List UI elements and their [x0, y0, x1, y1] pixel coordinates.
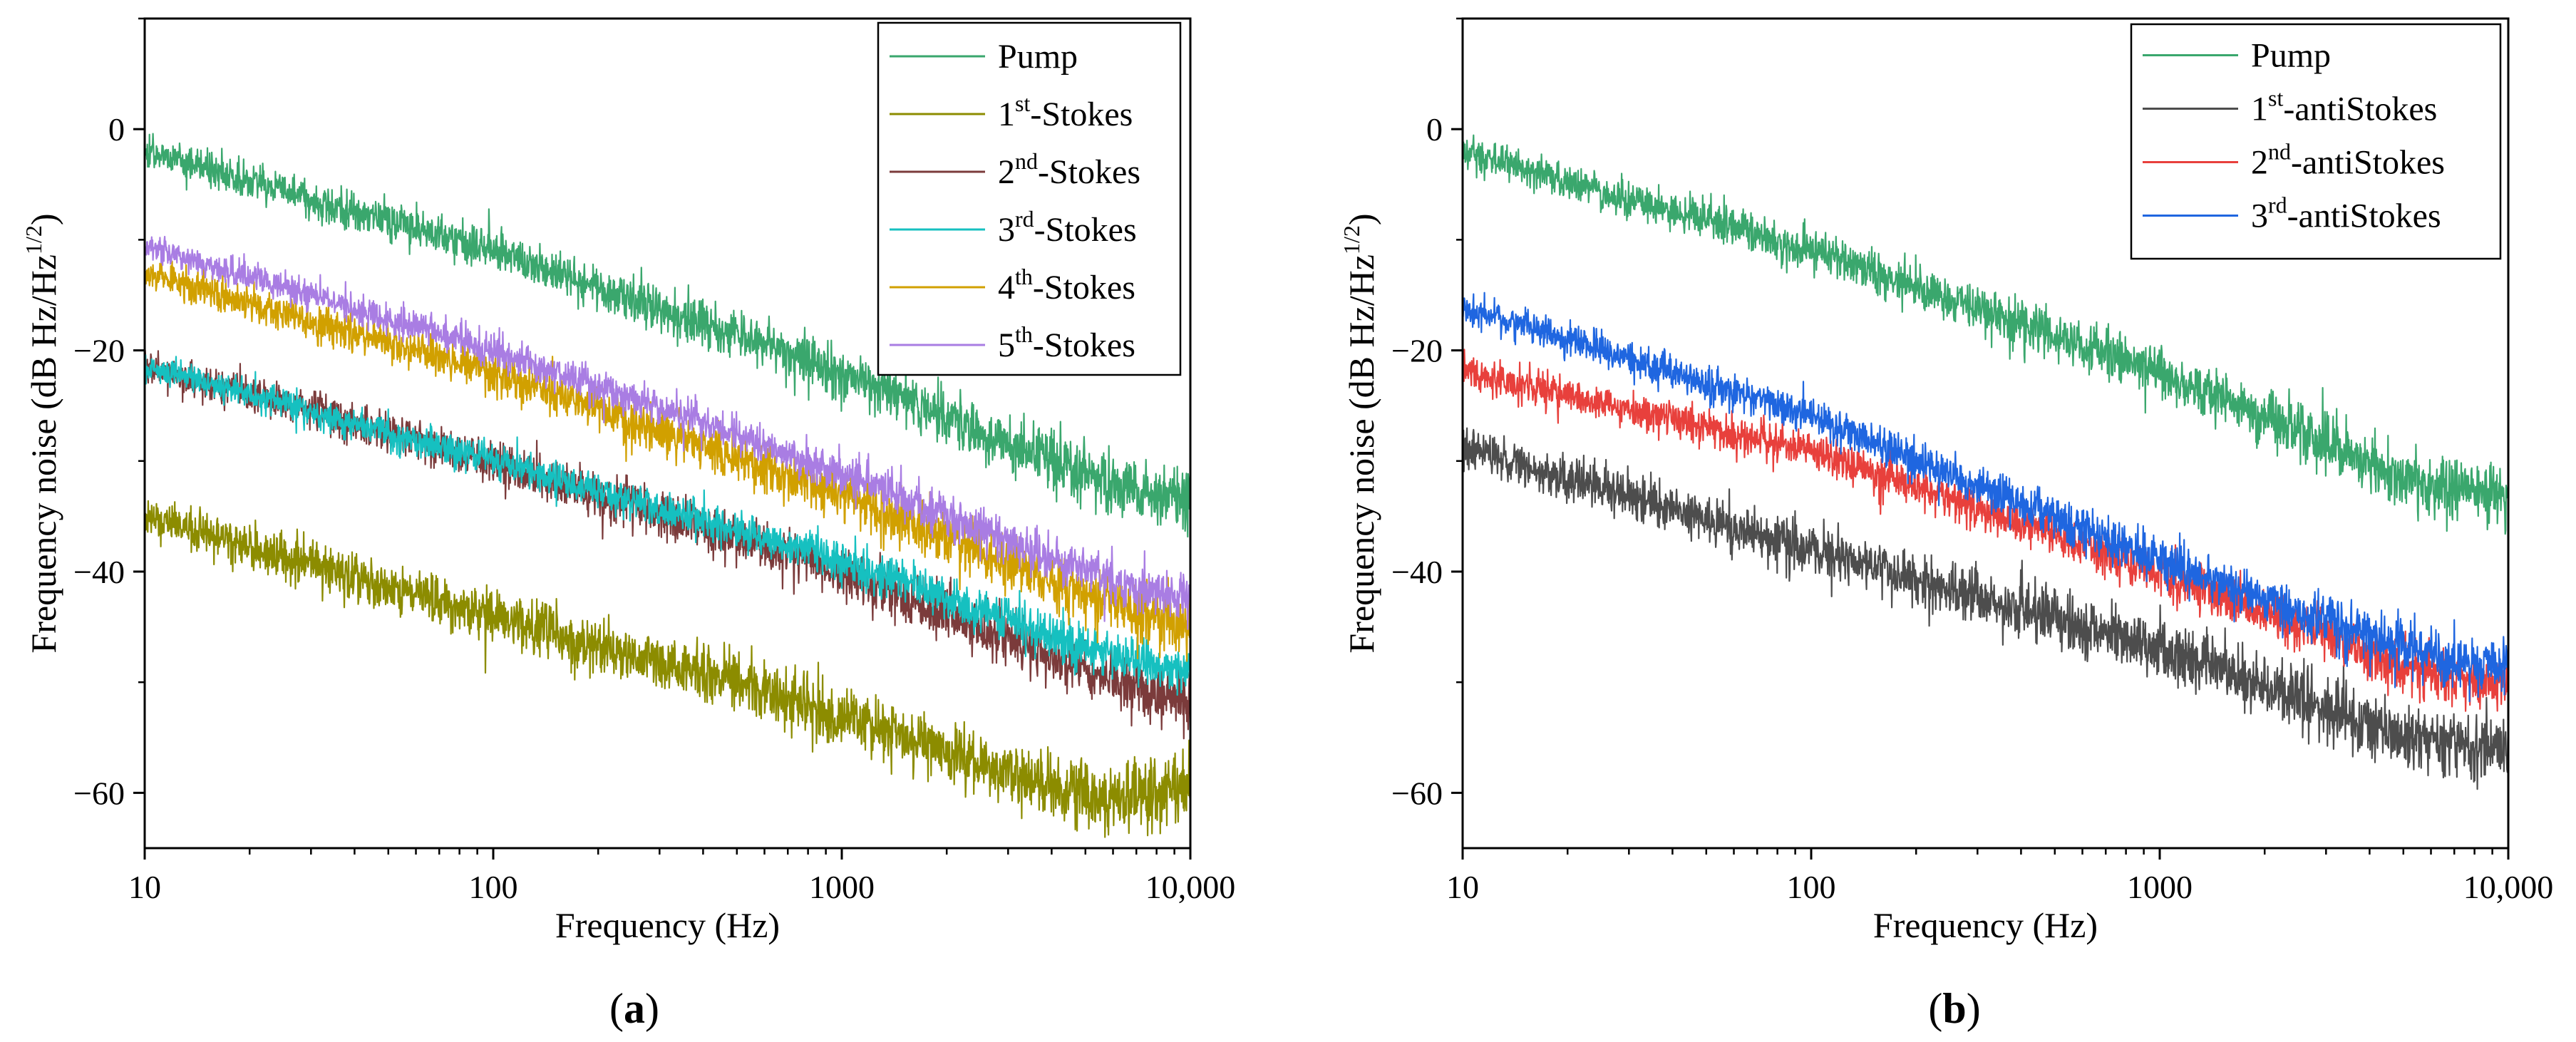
x-axis-title: Frequency (Hz) — [1873, 905, 2098, 945]
series-line-3rd-antistokes — [1463, 292, 2508, 703]
series-group — [1463, 134, 2508, 790]
y-axis-title: Frequency noise (dB Hz/Hz1/2) — [21, 213, 63, 653]
x-tick-label: 100 — [1787, 869, 1836, 905]
series-line-pump — [145, 124, 1190, 538]
legend-box — [877, 21, 1182, 376]
y-tick-label: 0 — [108, 111, 125, 148]
series-group — [145, 124, 1190, 838]
y-tick-label: 0 — [1426, 111, 1443, 148]
legend-box — [2130, 23, 2502, 260]
x-tick-label: 100 — [469, 869, 518, 905]
legend-entry: 2nd-antiStokes — [2251, 139, 2445, 182]
x-axis-title: Frequency (Hz) — [555, 905, 780, 945]
plot-frame — [1461, 17, 2510, 850]
legend-entry: 3rd-Stokes — [998, 206, 1137, 249]
legend-entry: 1st-Stokes — [998, 91, 1133, 133]
series-line-3rd-stokes — [145, 354, 1190, 696]
legend: Pump 1st-antiStokes 2nd-antiStokes 3rd-anti… — [2130, 23, 2502, 260]
y-tick-label: −40 — [1391, 554, 1443, 590]
chart-panel-a: 0 −20 −40 −60 10 100 1000 10,000 Frequency (Hz) F… — [21, 17, 1236, 1032]
legend-entry: Pump — [998, 38, 1078, 76]
y-tick-label: −60 — [73, 775, 125, 811]
chart-panel-b: 0 −20 −40 −60 10 100 1000 10,000 Frequency (Hz) F… — [1339, 17, 2554, 1032]
y-axis-title: Frequency noise (dB Hz/Hz1/2) — [1339, 213, 1381, 653]
series-line-2nd-antistokes — [1463, 349, 2508, 712]
x-tick-label: 10,000 — [2463, 869, 2554, 905]
series-line-1st-stokes — [145, 500, 1190, 838]
legend-entry: 2nd-Stokes — [998, 148, 1140, 191]
legend-entry: 4th-Stokes — [998, 264, 1135, 306]
panel-label: (a) — [609, 985, 659, 1032]
panel-label: (b) — [1928, 985, 1980, 1032]
legend: Pump 1st-Stokes 2nd-Stokes 3rd-Stokes 4th-St… — [877, 21, 1182, 376]
x-tick-label: 10,000 — [1145, 869, 1236, 905]
legend-entry: 5th-Stokes — [998, 321, 1135, 364]
x-tick-label: 1000 — [809, 869, 875, 905]
series-line-pump — [1463, 134, 2508, 535]
x-tick-label: 1000 — [2127, 869, 2193, 905]
legend-entry: 3rd-antiStokes — [2251, 192, 2441, 235]
legend-entry: 1st-antiStokes — [2251, 86, 2437, 128]
series-line-5th-stokes — [145, 235, 1190, 630]
x-tick-label: 10 — [1446, 869, 1479, 905]
y-tick-label: −60 — [1391, 775, 1443, 811]
series-line-1st-antistokes — [1463, 427, 2508, 790]
plot-frame — [143, 17, 1192, 850]
y-tick-label: −40 — [73, 554, 125, 590]
y-tick-label: −20 — [1391, 333, 1443, 369]
x-tick-label: 10 — [128, 869, 161, 905]
legend-entry: Pump — [2251, 37, 2331, 75]
y-tick-label: −20 — [73, 333, 125, 369]
